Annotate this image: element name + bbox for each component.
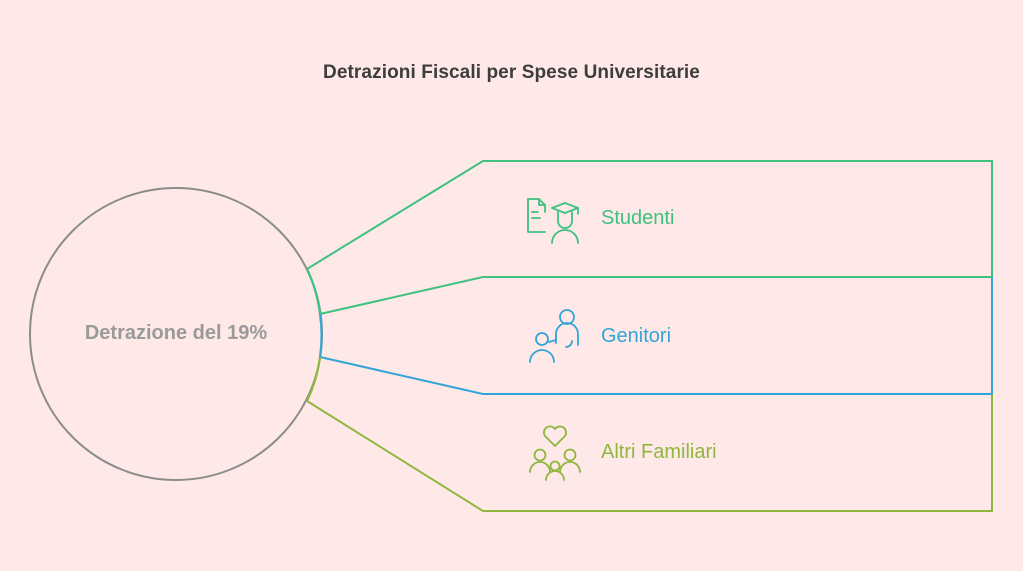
branch-label-studenti: Studenti [601,207,675,229]
parent-child-icon [529,309,579,363]
branch-frame-genitori [319,277,993,395]
student-graduate-icon [527,198,579,244]
center-label: Detrazione del 19% [84,322,268,344]
branch-label-genitori: Genitori [601,325,672,347]
branch-frame-altri-familiari [306,394,993,512]
circle-arc-studenti [306,268,322,315]
diagram-title: Detrazioni Fiscali per Spese Universitar… [323,62,700,83]
circle-arc-genitori [318,313,323,358]
family-heart-icon [529,425,581,481]
circle-arc-altri-familiari [306,356,322,402]
branch-label-altri-familiari: Altri Familiari [601,441,717,463]
branch-frame-studenti [306,160,993,315]
